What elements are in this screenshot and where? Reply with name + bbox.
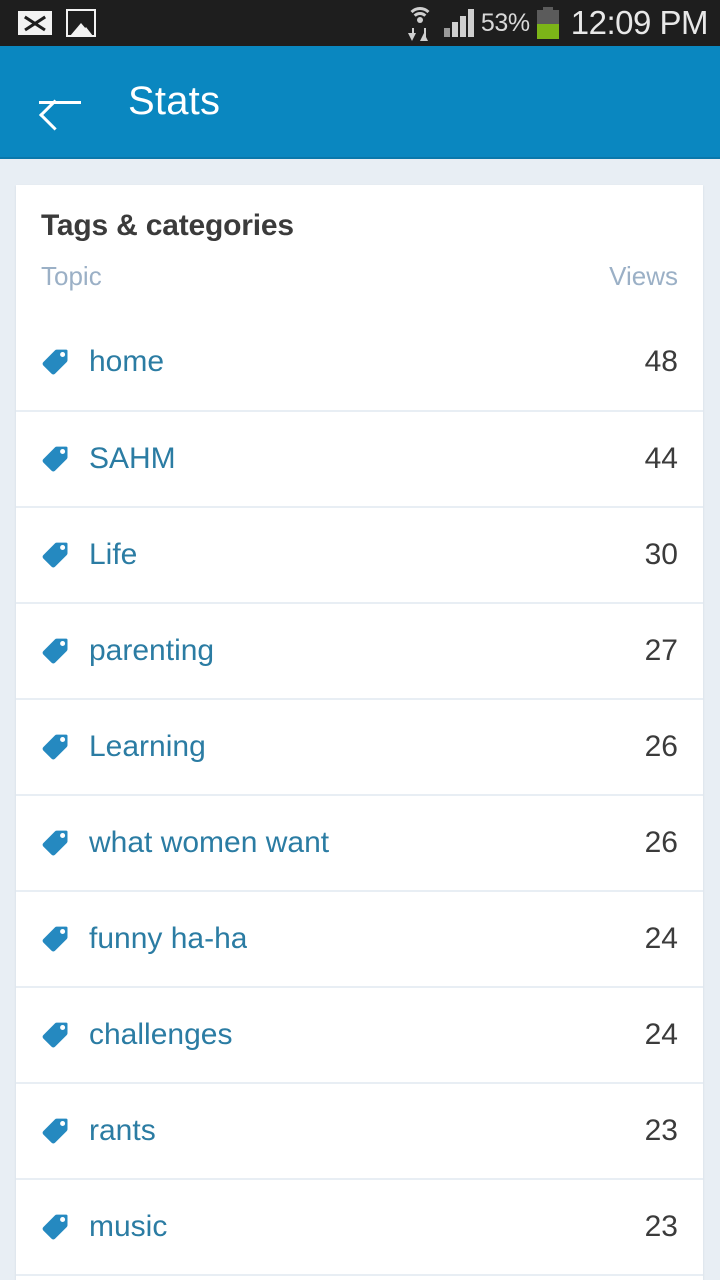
row-views-value: 48 — [644, 345, 678, 378]
app-bar: Stats — [0, 46, 720, 159]
tag-icon — [41, 925, 69, 953]
table-row[interactable]: home 48 — [16, 314, 703, 410]
tag-icon — [41, 829, 69, 857]
column-header-views: Views — [609, 261, 678, 291]
signal-icon — [444, 9, 474, 37]
row-topic-label[interactable]: what women want — [89, 826, 330, 859]
tag-icon — [41, 541, 69, 569]
row-topic-label[interactable]: music — [89, 1210, 168, 1243]
row-topic-label[interactable]: SAHM — [89, 442, 176, 475]
clock-label: 12:09 PM — [570, 4, 709, 41]
table-row[interactable]: challenges 24 — [16, 986, 703, 1082]
mail-icon — [18, 11, 52, 35]
tag-icon — [41, 637, 69, 665]
tags-list: home 48 SAHM 44 Life 30 parenting 27 Learning 26 w… — [16, 314, 703, 1280]
row-topic-label[interactable]: funny ha-ha — [89, 922, 248, 955]
card-title: Tags & categories — [41, 209, 294, 242]
photo-icon — [66, 9, 96, 37]
row-views-value: 24 — [644, 1018, 678, 1051]
tag-icon — [41, 445, 69, 473]
battery-icon — [536, 7, 559, 39]
table-row[interactable]: music 23 — [16, 1178, 703, 1274]
row-views-value: 27 — [644, 634, 678, 667]
back-arrow-icon[interactable] — [36, 82, 84, 122]
page-content: Tags & categories Topic Views home 48 SAHM… — [0, 159, 720, 1280]
tag-icon — [41, 733, 69, 761]
row-views-value: 23 — [644, 1210, 678, 1243]
row-views-value: 44 — [644, 442, 678, 475]
table-row-partial[interactable] — [16, 1274, 703, 1280]
table-row[interactable]: funny ha-ha 24 — [16, 890, 703, 986]
tag-icon — [41, 1021, 69, 1049]
row-views-value: 23 — [644, 1114, 678, 1147]
row-topic-label[interactable]: challenges — [89, 1018, 233, 1051]
wifi-icon — [403, 6, 437, 41]
table-row[interactable]: rants 23 — [16, 1082, 703, 1178]
row-topic-label[interactable]: Learning — [89, 730, 206, 763]
column-header-topic: Topic — [41, 261, 102, 291]
row-views-value: 26 — [644, 826, 678, 859]
tag-icon — [41, 1117, 69, 1145]
table-row[interactable]: parenting 27 — [16, 602, 703, 698]
row-topic-label[interactable]: home — [89, 345, 165, 378]
tags-and-categories-card: Tags & categories Topic Views home 48 SAHM… — [16, 185, 703, 1280]
tag-icon — [41, 348, 69, 376]
tag-icon — [41, 1213, 69, 1241]
column-headers: Topic Views — [16, 243, 703, 314]
status-bar-left-icons — [18, 9, 96, 37]
row-topic-label[interactable]: rants — [89, 1114, 156, 1147]
page-title: Stats — [128, 79, 221, 123]
status-bar-right-icons: 53% 12:09 PM — [403, 4, 709, 42]
table-row[interactable]: what women want 26 — [16, 794, 703, 890]
battery-percent-label: 53% — [480, 8, 530, 37]
row-views-value: 24 — [644, 922, 678, 955]
row-views-value: 30 — [644, 538, 678, 571]
row-topic-label[interactable]: Life — [89, 538, 138, 571]
table-row[interactable]: SAHM 44 — [16, 410, 703, 506]
row-views-value: 26 — [644, 730, 678, 763]
row-topic-label[interactable]: parenting — [89, 634, 215, 667]
table-row[interactable]: Learning 26 — [16, 698, 703, 794]
table-row[interactable]: Life 30 — [16, 506, 703, 602]
status-bar: 53% 12:09 PM — [0, 0, 720, 46]
